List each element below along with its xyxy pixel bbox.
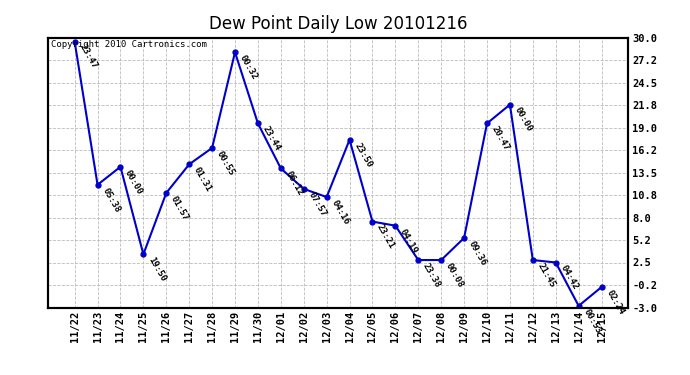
Text: 00:53: 00:53 xyxy=(582,307,602,335)
Text: Copyright 2010 Cartronics.com: Copyright 2010 Cartronics.com xyxy=(51,40,207,49)
Text: 23:47: 23:47 xyxy=(77,43,99,71)
Text: 23:21: 23:21 xyxy=(375,223,397,251)
Text: 04:19: 04:19 xyxy=(398,227,420,255)
Text: 05:38: 05:38 xyxy=(100,186,121,214)
Text: 07:57: 07:57 xyxy=(306,190,328,218)
Text: 01:31: 01:31 xyxy=(192,166,213,194)
Text: 06:12: 06:12 xyxy=(284,170,305,198)
Text: 01:57: 01:57 xyxy=(169,194,190,222)
Text: 23:50: 23:50 xyxy=(353,141,373,169)
Text: 00:00: 00:00 xyxy=(124,168,144,196)
Text: 00:08: 00:08 xyxy=(444,261,465,289)
Text: 20:47: 20:47 xyxy=(490,125,511,153)
Text: 09:36: 09:36 xyxy=(467,239,488,267)
Text: 23:38: 23:38 xyxy=(421,261,442,289)
Text: 04:16: 04:16 xyxy=(329,198,351,226)
Title: Dew Point Daily Low 20101216: Dew Point Daily Low 20101216 xyxy=(209,15,467,33)
Text: 02:24: 02:24 xyxy=(604,288,626,316)
Text: 04:42: 04:42 xyxy=(558,264,580,292)
Text: 00:55: 00:55 xyxy=(215,149,236,177)
Text: 23:44: 23:44 xyxy=(261,125,282,153)
Text: 21:45: 21:45 xyxy=(535,261,557,289)
Text: 19:50: 19:50 xyxy=(146,256,168,284)
Text: 00:00: 00:00 xyxy=(513,106,534,134)
Text: 00:32: 00:32 xyxy=(238,54,259,81)
